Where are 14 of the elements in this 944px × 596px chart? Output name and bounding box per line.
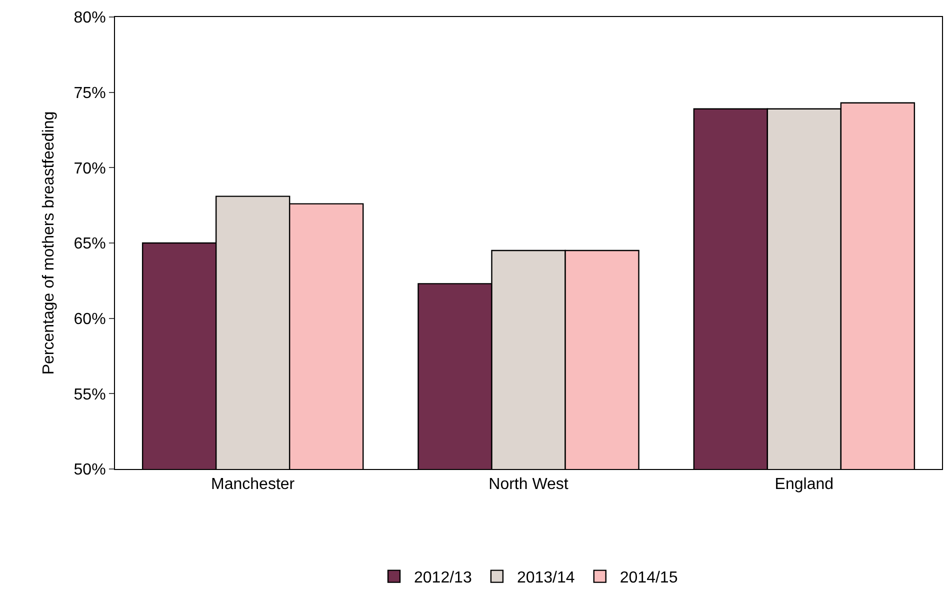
x-tick-label: England — [774, 476, 834, 494]
y-tick-label: 75% — [74, 84, 106, 102]
x-tick-label: North West — [488, 476, 569, 494]
legend-label: 2012/13 — [414, 570, 472, 587]
legend-label: 2014/15 — [620, 570, 678, 587]
y-tick-label: 50% — [74, 462, 106, 479]
y-tick-label: 70% — [74, 160, 106, 178]
x-tick-label: Manchester — [211, 476, 296, 494]
legend-label: 2013/14 — [516, 570, 575, 587]
y-tick-label: 55% — [74, 386, 106, 404]
y-axis-title: Percentage of mothers breastfeeding — [40, 111, 58, 375]
y-tick-label: 80% — [74, 10, 106, 27]
y-tick-label: 65% — [74, 236, 106, 253]
y-tick-label: 60% — [74, 310, 106, 328]
